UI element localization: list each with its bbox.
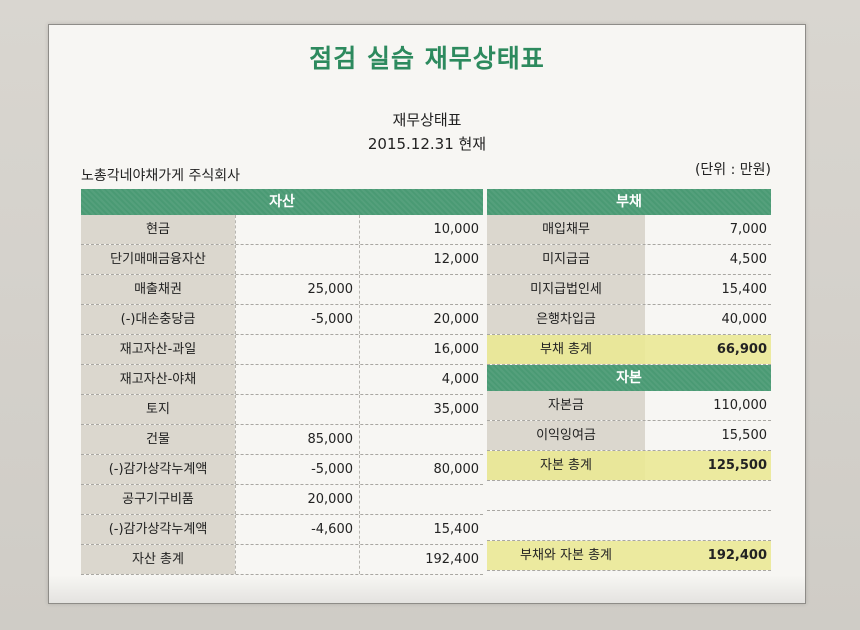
table-row: (-)감가상각누계액 -4,600 15,400 bbox=[81, 515, 483, 545]
document-page: 점검 실습 재무상태표 재무상태표 2015.12.31 현재 노총각네야채가게… bbox=[48, 24, 806, 604]
liability-value: 7,000 bbox=[729, 222, 767, 237]
equity-header: 자본 bbox=[487, 365, 771, 391]
liability-value: 4,500 bbox=[729, 252, 767, 267]
asset-label: 단기매매금융자산 bbox=[81, 245, 235, 274]
grand-total-label: 부채와 자본 총계 bbox=[487, 541, 645, 570]
asset-label: 재고자산-과일 bbox=[81, 335, 235, 364]
equity-value: 110,000 bbox=[713, 398, 767, 413]
equity-value: 15,500 bbox=[721, 428, 768, 443]
table-row: 매입채무 7,000 bbox=[487, 215, 771, 245]
empty-cell bbox=[487, 511, 645, 540]
asset-sub-value: 85,000 bbox=[235, 425, 359, 454]
asset-value: 35,000 bbox=[359, 395, 483, 424]
asset-label: 공구기구비품 bbox=[81, 485, 235, 514]
liabilities-total-value: 66,900 bbox=[645, 335, 771, 364]
equity-total-value: 125,500 bbox=[645, 451, 771, 480]
equity-total-row: 자본 총계 125,500 bbox=[487, 451, 771, 481]
asset-value bbox=[359, 275, 483, 304]
table-row: (-)대손충당금 -5,000 20,000 bbox=[81, 305, 483, 335]
liability-value: 15,400 bbox=[721, 282, 768, 297]
asset-label: 건물 bbox=[81, 425, 235, 454]
asset-sub-value bbox=[235, 245, 359, 274]
asset-value: 16,000 bbox=[359, 335, 483, 364]
asset-label: 토지 bbox=[81, 395, 235, 424]
grand-total-value: 192,400 bbox=[645, 541, 771, 570]
unit-label: (단위 : 만원) bbox=[694, 162, 771, 178]
table-row: 이익잉여금 15,500 bbox=[487, 421, 771, 451]
table-row: 미지급금 4,500 bbox=[487, 245, 771, 275]
asset-value: 12,000 bbox=[359, 245, 483, 274]
equity-label: 자본금 bbox=[487, 391, 645, 420]
asset-label: 매출채권 bbox=[81, 275, 235, 304]
asset-value: 4,000 bbox=[359, 365, 483, 394]
asset-sub-value: -5,000 bbox=[235, 455, 359, 484]
liabilities-total-row: 부채 총계 66,900 bbox=[487, 335, 771, 365]
empty-row bbox=[487, 511, 771, 541]
statement-date: 2015.12.31 현재 bbox=[367, 135, 487, 153]
table-row: 공구기구비품 20,000 bbox=[81, 485, 483, 515]
liability-label: 미지급금 bbox=[487, 245, 645, 274]
table-row: 건물 85,000 bbox=[81, 425, 483, 455]
asset-sub-value bbox=[235, 545, 359, 574]
asset-sub-value bbox=[235, 395, 359, 424]
assets-header: 자산 bbox=[81, 189, 483, 215]
empty-cell bbox=[645, 481, 771, 510]
table-row: 재고자산-야채 4,000 bbox=[81, 365, 483, 395]
asset-label: (-)대손충당금 bbox=[81, 305, 235, 334]
table-row: 매출채권 25,000 bbox=[81, 275, 483, 305]
asset-value bbox=[359, 485, 483, 514]
page-shadow bbox=[49, 575, 805, 603]
liability-label: 은행차입금 bbox=[487, 305, 645, 334]
asset-sub-value: 25,000 bbox=[235, 275, 359, 304]
asset-sub-value bbox=[235, 335, 359, 364]
table-row: 토지 35,000 bbox=[81, 395, 483, 425]
liability-value: 40,000 bbox=[721, 312, 768, 327]
asset-total-value: 192,400 bbox=[359, 545, 483, 574]
asset-value: 10,000 bbox=[359, 215, 483, 244]
liabilities-equity-column: 부채 매입채무 7,000 미지급금 4,500 미지급법인세 15,400 은… bbox=[487, 189, 771, 571]
equity-label: 이익잉여금 bbox=[487, 421, 645, 450]
assets-column: 자산 현금 10,000 단기매매금융자산 12,000 매출채권 25,000… bbox=[81, 189, 483, 575]
asset-sub-value bbox=[235, 215, 359, 244]
asset-sub-value: -5,000 bbox=[235, 305, 359, 334]
main-title: 점검 실습 재무상태표 bbox=[309, 44, 545, 73]
company-name: 노총각네야채가게 주식회사 bbox=[81, 168, 241, 184]
table-row: 미지급법인세 15,400 bbox=[487, 275, 771, 305]
statement-title: 재무상태표 bbox=[392, 111, 462, 129]
asset-value bbox=[359, 425, 483, 454]
table-row: 현금 10,000 bbox=[81, 215, 483, 245]
asset-value: 15,400 bbox=[359, 515, 483, 544]
empty-cell bbox=[487, 481, 645, 510]
table-row: 자본금 110,000 bbox=[487, 391, 771, 421]
liability-label: 매입채무 bbox=[487, 215, 645, 244]
asset-value: 80,000 bbox=[359, 455, 483, 484]
liabilities-total-label: 부채 총계 bbox=[487, 335, 645, 364]
asset-label: 현금 bbox=[81, 215, 235, 244]
empty-row bbox=[487, 481, 771, 511]
asset-label: 재고자산-야채 bbox=[81, 365, 235, 394]
table-row: 재고자산-과일 16,000 bbox=[81, 335, 483, 365]
table-row: 은행차입금 40,000 bbox=[487, 305, 771, 335]
asset-sub-value bbox=[235, 365, 359, 394]
grand-total-row: 부채와 자본 총계 192,400 bbox=[487, 541, 771, 571]
asset-sub-value: -4,600 bbox=[235, 515, 359, 544]
asset-value: 20,000 bbox=[359, 305, 483, 334]
liabilities-header: 부채 bbox=[487, 189, 771, 215]
asset-label: (-)감가상각누계액 bbox=[81, 515, 235, 544]
asset-label: (-)감가상각누계액 bbox=[81, 455, 235, 484]
table-row: (-)감가상각누계액 -5,000 80,000 bbox=[81, 455, 483, 485]
asset-total-label: 자산 총계 bbox=[81, 545, 235, 574]
assets-total-row: 자산 총계 192,400 bbox=[81, 545, 483, 575]
equity-total-label: 자본 총계 bbox=[487, 451, 645, 480]
empty-cell bbox=[645, 511, 771, 540]
asset-sub-value: 20,000 bbox=[235, 485, 359, 514]
table-row: 단기매매금융자산 12,000 bbox=[81, 245, 483, 275]
liability-label: 미지급법인세 bbox=[487, 275, 645, 304]
